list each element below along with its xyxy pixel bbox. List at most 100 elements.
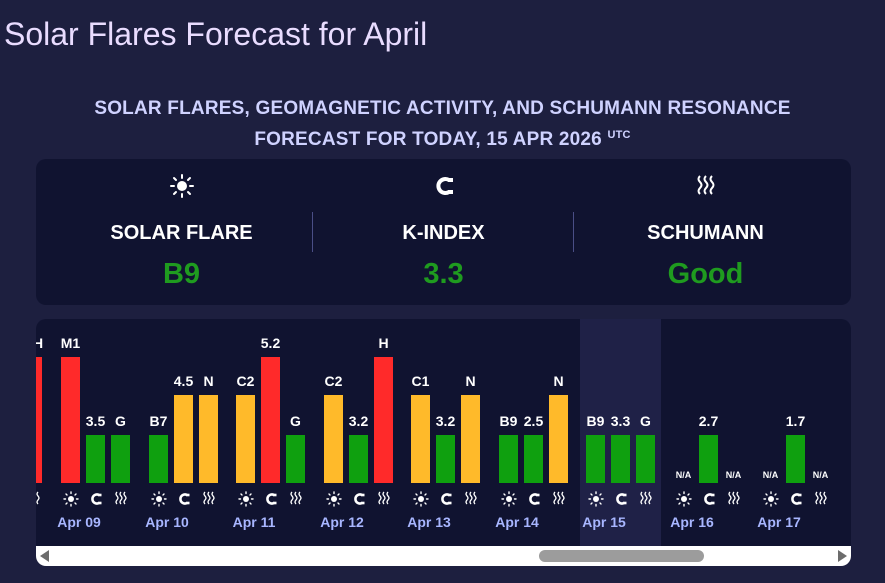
- solar-flare-label: N/A: [762, 470, 779, 480]
- forecast-subtitle: SOLAR FLARES, GEOMAGNETIC ACTIVITY, AND …: [0, 96, 885, 153]
- solar-flare-label: SOLAR FLARE: [110, 222, 253, 244]
- k-index-label: 3.5: [85, 413, 106, 429]
- subtitle-line-2: FORECAST FOR TODAY, 15 APR 2026 UTC: [0, 122, 885, 153]
- k-index-bar: [611, 435, 630, 483]
- k-index-label: 3.3: [610, 413, 631, 429]
- magnet-icon: [787, 491, 805, 507]
- schumann-label: G: [640, 413, 651, 429]
- schumann-bar: [374, 357, 393, 483]
- solar-flare-bar: [586, 435, 605, 483]
- solar-flare-label: B7: [149, 413, 168, 429]
- date-label: Apr 14: [495, 514, 539, 530]
- forecast-timeline[interactable]: H M1 3.5 G Apr 09 B7 4.5 N Apr 10 C2 5.2 G Apr 11 C2 3…: [36, 319, 851, 566]
- k-index-bar: [349, 435, 368, 483]
- solar-flare-bar: [411, 395, 430, 483]
- schumann-label: N/A: [812, 470, 829, 480]
- magnet-icon: [437, 491, 455, 507]
- sun-icon: [762, 491, 780, 507]
- waves-icon: [550, 491, 568, 507]
- sun-icon: [587, 491, 605, 507]
- magnet-icon: [308, 173, 579, 199]
- date-label: Apr 15: [582, 514, 626, 530]
- today-highlight: [580, 319, 661, 546]
- k-index-bar: [786, 435, 805, 483]
- subtitle-line-1: SOLAR FLARES, GEOMAGNETIC ACTIVITY, AND …: [94, 98, 791, 119]
- k-index-label: 2.5: [523, 413, 544, 429]
- schumann-label: N/A: [725, 470, 742, 480]
- schumann-bar: [111, 435, 130, 483]
- divider: [573, 212, 574, 252]
- sun-icon: [500, 491, 518, 507]
- summary-k-index: K-INDEX 3.3: [308, 159, 579, 305]
- waves-icon: [570, 173, 841, 199]
- solar-flare-bar: [236, 395, 255, 483]
- divider: [312, 212, 313, 252]
- scroll-right-arrow-icon[interactable]: [838, 550, 847, 562]
- k-index-value: 3.3: [423, 258, 464, 290]
- k-index-label: 3.2: [435, 413, 456, 429]
- sun-icon: [325, 491, 343, 507]
- k-index-bar: [174, 395, 193, 483]
- magnet-icon: [262, 491, 280, 507]
- utc-label: UTC: [607, 129, 631, 141]
- schumann-bar: [199, 395, 218, 483]
- k-index-bar: [261, 357, 280, 483]
- page-title: Solar Flares Forecast for April: [4, 16, 428, 52]
- magnet-icon: [175, 491, 193, 507]
- solar-flare-bar: [61, 357, 80, 483]
- solar-flare-label: B9: [586, 413, 605, 429]
- waves-icon: [812, 491, 830, 507]
- partial-previous-bar: [36, 357, 42, 483]
- waves-icon: [725, 491, 743, 507]
- horizontal-scrollbar[interactable]: [36, 546, 851, 566]
- schumann-label: N: [465, 373, 476, 389]
- magnet-icon: [350, 491, 368, 507]
- solar-flare-label: M1: [60, 335, 81, 351]
- solar-flare-label: C2: [236, 373, 255, 389]
- k-index-bar: [699, 435, 718, 483]
- schumann-bar: [549, 395, 568, 483]
- magnet-icon: [612, 491, 630, 507]
- schumann-bar: [286, 435, 305, 483]
- sun-icon: [412, 491, 430, 507]
- waves-icon: [287, 491, 305, 507]
- k-index-label: 3.2: [348, 413, 369, 429]
- magnet-icon: [700, 491, 718, 507]
- summary-schumann: SCHUMANN Good: [570, 159, 841, 305]
- solar-flare-label: B9: [499, 413, 518, 429]
- magnet-icon: [87, 491, 105, 507]
- solar-flare-label: C2: [324, 373, 343, 389]
- schumann-label: H: [378, 335, 389, 351]
- k-index-label: 1.7: [785, 413, 806, 429]
- schumann-label: N: [553, 373, 564, 389]
- scrollbar-thumb[interactable]: [539, 550, 704, 562]
- solar-flare-bar: [149, 435, 168, 483]
- waves-icon: [200, 491, 218, 507]
- k-index-label: 4.5: [173, 373, 194, 389]
- sun-icon: [62, 491, 80, 507]
- partial-previous-label: H: [36, 335, 44, 351]
- solar-flare-label: C1: [411, 373, 430, 389]
- schumann-bar: [461, 395, 480, 483]
- schumann-label: N: [203, 373, 214, 389]
- summary-solar-flare: SOLAR FLARE B9: [46, 159, 317, 305]
- k-index-label: 5.2: [260, 335, 281, 351]
- k-index-label: 2.7: [698, 413, 719, 429]
- date-label: Apr 16: [670, 514, 714, 530]
- solar-flare-label: N/A: [675, 470, 692, 480]
- date-label: Apr 09: [57, 514, 101, 530]
- solar-flare-bar: [324, 395, 343, 483]
- waves-icon: [36, 491, 43, 507]
- date-label: Apr 12: [320, 514, 364, 530]
- date-label: Apr 17: [757, 514, 801, 530]
- solar-flare-bar: [499, 435, 518, 483]
- waves-icon: [637, 491, 655, 507]
- k-index-bar: [524, 435, 543, 483]
- k-index-bar: [436, 435, 455, 483]
- subtitle-line-2-text: FORECAST FOR TODAY, 15 APR 2026: [254, 129, 602, 150]
- waves-icon: [462, 491, 480, 507]
- scroll-left-arrow-icon[interactable]: [40, 550, 49, 562]
- solar-flare-value: B9: [162, 258, 201, 290]
- today-summary-panel: SOLAR FLARE B9 K-INDEX 3.3 SCHUMANN Good: [36, 159, 851, 305]
- k-index-label: K-INDEX: [402, 222, 485, 244]
